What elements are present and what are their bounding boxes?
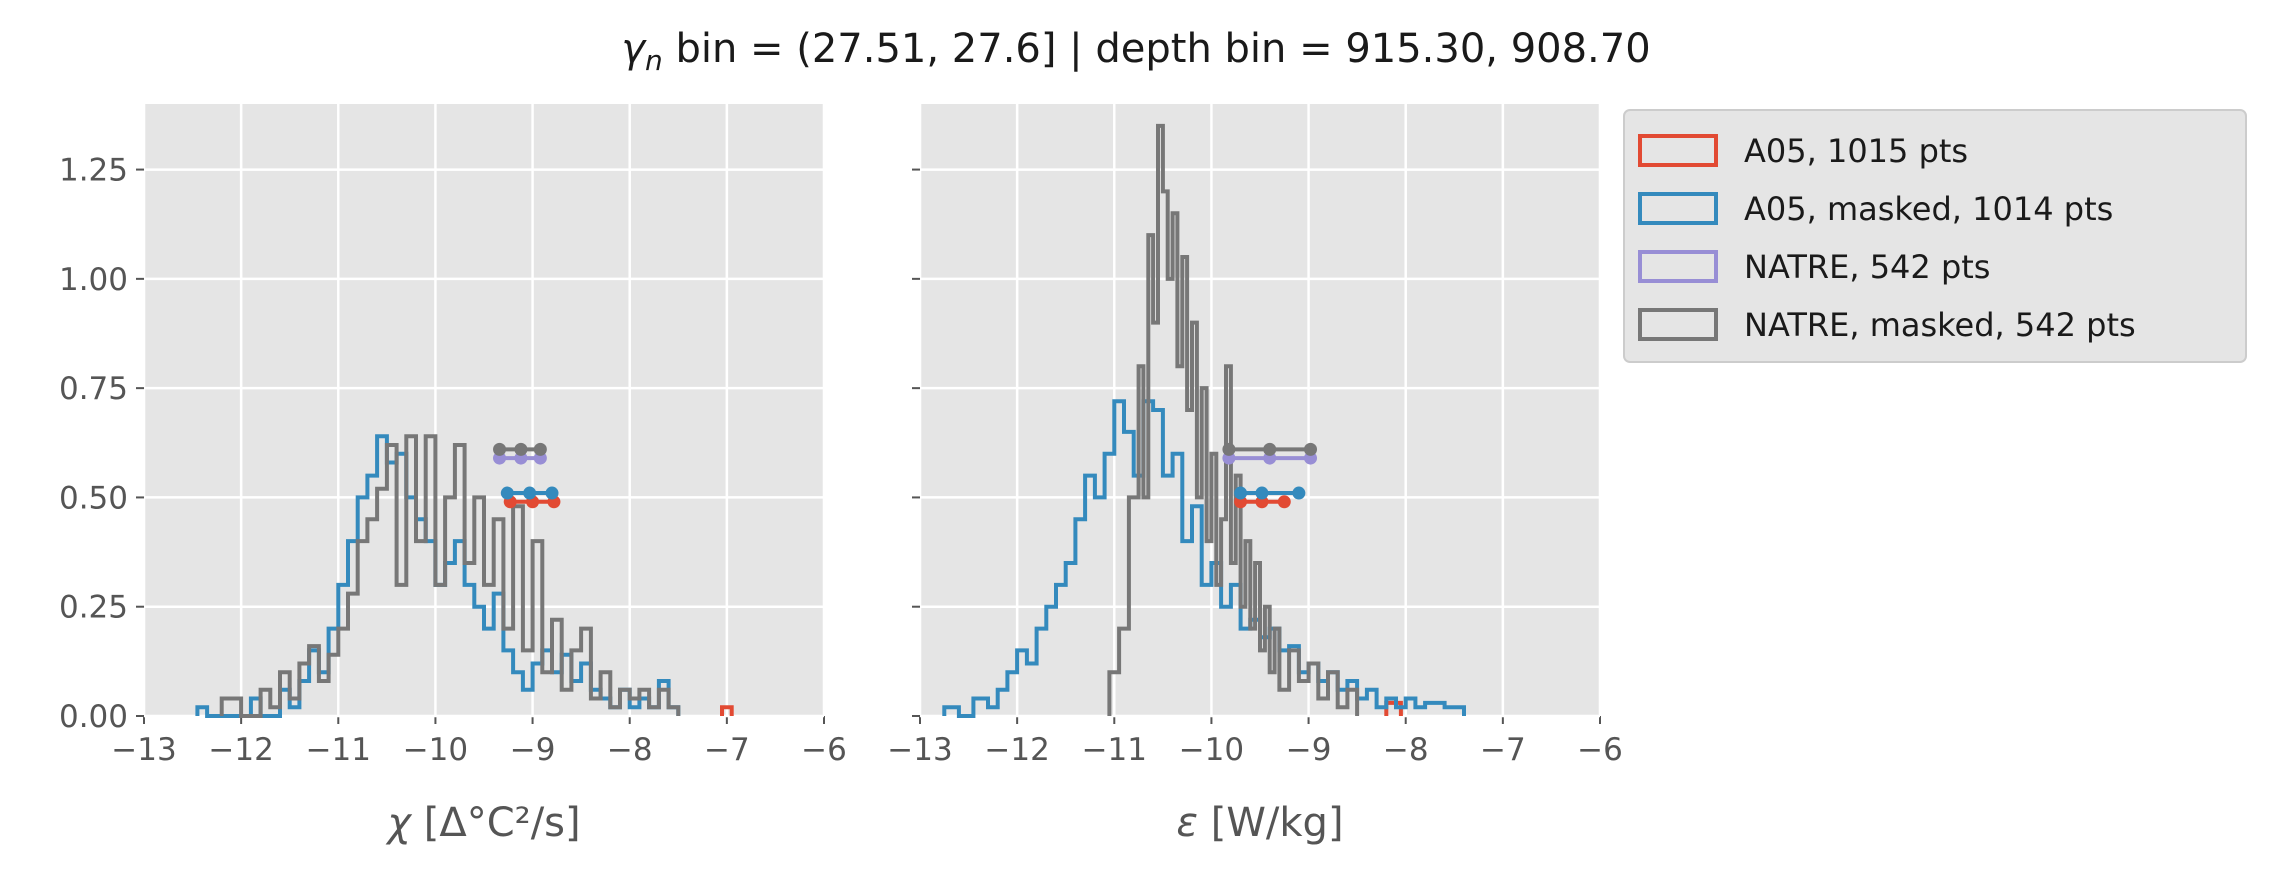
percentile-marker — [533, 442, 547, 456]
legend-swatch — [1638, 250, 1718, 283]
histogram-step-line — [219, 434, 681, 718]
x-tick-label: −12 — [208, 732, 273, 768]
x-tick-label: −8 — [607, 732, 653, 768]
percentile-marker — [1222, 442, 1236, 456]
percentile-marker — [1304, 442, 1318, 456]
histogram-step-line — [942, 399, 1466, 718]
title-rest: bin = (27.51, 27.6] | depth bin = 915.30… — [663, 26, 1651, 72]
legend-swatch — [1638, 308, 1718, 341]
x-tick-label: −10 — [403, 732, 468, 768]
legend-label: NATRE, 542 pts — [1744, 248, 1990, 286]
legend-label: A05, masked, 1014 pts — [1744, 190, 2113, 228]
legend-label: NATRE, masked, 542 pts — [1744, 306, 2136, 344]
x-tick-label: −10 — [1179, 732, 1244, 768]
title-subscript: n — [645, 44, 663, 77]
x-tick-label: −6 — [801, 732, 847, 768]
x-axis-unit: [Δ°C²/s] — [411, 800, 581, 846]
x-tick-label: −12 — [984, 732, 1049, 768]
x-tick-label: −8 — [1383, 732, 1429, 768]
percentile-marker — [1292, 486, 1306, 500]
y-tick-label: 1.00 — [59, 262, 128, 298]
percentile-marker — [493, 442, 507, 456]
x-axis-label: χ [Δ°C²/s] — [385, 800, 580, 846]
x-tick-label: −7 — [704, 732, 750, 768]
histogram-step-line — [1384, 700, 1403, 716]
y-tick-label: 0.00 — [59, 699, 128, 735]
x-tick-label: −13 — [111, 732, 176, 768]
epsilon-histogram-panel: −13 −12 −11 −10 −9 −8 −7 −6 ε [W/kg] — [887, 104, 1623, 846]
x-tick-label: −9 — [1286, 732, 1332, 768]
title-gamma: γ — [621, 26, 647, 72]
legend-swatch — [1638, 134, 1718, 167]
legend: A05, 1015 pts A05, masked, 1014 pts NATRE,… — [1623, 109, 2247, 363]
legend-frame — [1623, 109, 2247, 363]
x-tick-label: −6 — [1577, 732, 1623, 768]
percentile-marker — [1277, 495, 1291, 509]
y-tick-label: 1.25 — [59, 153, 128, 189]
x-axis-unit: [W/kg] — [1198, 800, 1344, 846]
legend-label: A05, 1015 pts — [1744, 132, 1968, 170]
chi-histogram-panel: −13 −12 −11 −10 −9 −8 −7 −6 0.00 0.25 0.50 0.75 1.00… — [59, 104, 847, 846]
percentile-marker — [523, 486, 537, 500]
x-axis-symbol: ε — [1176, 800, 1198, 846]
percentile-marker — [1255, 486, 1269, 500]
y-tick-label: 0.75 — [59, 371, 128, 407]
x-tick-label: −11 — [306, 732, 371, 768]
y-tick-label: 0.25 — [59, 590, 128, 626]
x-tick-label: −11 — [1082, 732, 1147, 768]
percentile-marker — [1234, 486, 1248, 500]
percentile-marker — [545, 486, 559, 500]
percentile-marker — [1263, 442, 1277, 456]
percentile-marker — [514, 442, 528, 456]
x-tick-label: −7 — [1480, 732, 1526, 768]
x-axis-label: ε [W/kg] — [1176, 800, 1343, 846]
figure-title: γn bin = (27.51, 27.6] | depth bin = 915… — [621, 26, 1650, 77]
x-tick-label: −13 — [887, 732, 952, 768]
percentile-marker — [500, 486, 514, 500]
y-tick-label: 0.50 — [59, 480, 128, 516]
legend-swatch — [1638, 192, 1718, 225]
x-axis-symbol: χ — [385, 800, 412, 846]
histogram-step-line — [1107, 123, 1360, 716]
histogram-step-line — [720, 705, 734, 716]
x-tick-label: −9 — [510, 732, 556, 768]
